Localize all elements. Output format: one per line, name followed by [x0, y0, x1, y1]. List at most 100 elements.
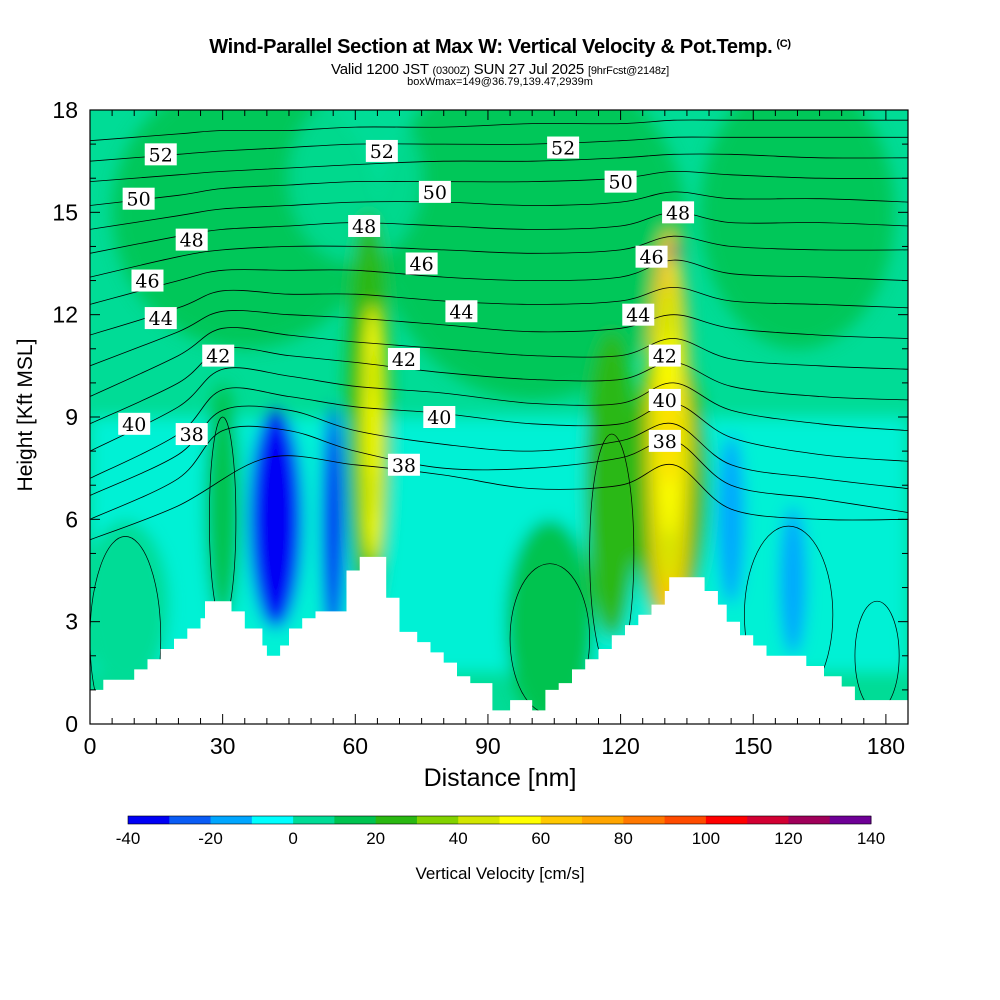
svg-text:46: 46	[135, 271, 159, 293]
contour-label: 52	[365, 139, 398, 163]
colorbar-tick-label: 20	[366, 829, 385, 848]
contour-label: 46	[405, 252, 438, 276]
svg-text:52: 52	[149, 144, 173, 166]
svg-text:42: 42	[392, 349, 416, 371]
theta-contour	[90, 455, 908, 541]
theta-contours	[90, 119, 908, 724]
chart-title-text: Wind-Parallel Section at Max W: Vertical…	[209, 36, 773, 58]
contour-label: 50	[418, 180, 451, 204]
colorbar-swatch	[169, 816, 212, 824]
contour-label: 44	[622, 303, 655, 327]
colorbar-tick-label: 60	[531, 829, 550, 848]
x-tick-label: 30	[210, 733, 236, 759]
velocity-cell	[717, 434, 745, 605]
velocity-cell	[585, 331, 639, 639]
axes: 0 30 60 90 120 150 180 0 3 6 9 12 15 18	[52, 97, 909, 759]
svg-text:38: 38	[180, 424, 204, 446]
valid-date: SUN 27 Jul 2025	[473, 61, 585, 78]
svg-text:48: 48	[352, 216, 376, 238]
y-tick-label: 18	[52, 97, 78, 123]
theta-contour	[90, 425, 908, 520]
theta-contour	[90, 153, 908, 182]
svg-text:50: 50	[423, 182, 447, 204]
contour-label: 42	[387, 348, 420, 371]
theta-contour	[90, 211, 908, 254]
y-tick-label: 6	[65, 506, 78, 532]
y-tick-label: 9	[65, 404, 78, 430]
svg-text:46: 46	[410, 254, 434, 276]
colorbar-tick-label: 40	[449, 829, 468, 848]
colorbar-tick-label: 0	[288, 829, 297, 848]
svg-text:48: 48	[180, 230, 204, 252]
y-tick-label: 12	[52, 302, 78, 328]
valid-utc: (0300Z)	[432, 65, 470, 77]
y-tick-label: 15	[52, 199, 78, 225]
colorbar-swatch	[375, 816, 418, 824]
velocity-cell	[779, 505, 807, 656]
theta-contour	[90, 259, 908, 305]
svg-text:40: 40	[653, 390, 677, 412]
contour-label: 38	[648, 429, 681, 453]
x-tick-label: 180	[867, 733, 905, 759]
svg-text:48: 48	[666, 202, 690, 224]
contour-label: 48	[662, 201, 695, 224]
svg-text:50: 50	[127, 189, 151, 211]
contour-label: 52	[144, 143, 177, 166]
copyright-mark: (C)	[776, 38, 791, 50]
x-tick-label: 150	[734, 733, 772, 759]
x-tick-label: 0	[84, 733, 97, 759]
x-tick-label: 90	[475, 733, 501, 759]
colorbar-tick-label: 140	[857, 829, 885, 848]
contour-label: 48	[175, 228, 208, 252]
velocity-cell	[90, 519, 170, 690]
colorbar: -40 -20 0 20 40 60 80 100 120 140	[116, 815, 885, 848]
theta-contour	[90, 310, 908, 367]
y-axis-label: Height [Kft MSL]	[14, 338, 37, 492]
colorbar-tick-label: -20	[198, 829, 223, 848]
contour-label: 38	[175, 423, 208, 446]
colorbar-swatch	[747, 816, 789, 824]
terrain-profile	[90, 556, 908, 724]
svg-text:44: 44	[449, 301, 473, 323]
contour-label: 40	[648, 388, 681, 412]
theta-contour	[90, 286, 908, 336]
colorbar-tick-label: 100	[692, 829, 720, 848]
x-tick-label: 60	[343, 733, 369, 759]
colorbar-swatch	[540, 816, 583, 824]
x-axis-label: Distance [nm]	[423, 764, 577, 792]
colorbar-swatch	[829, 816, 872, 824]
colorbar-swatch	[458, 816, 500, 824]
contour-label: 44	[445, 300, 478, 323]
contour-label: 38	[387, 453, 420, 477]
svg-text:44: 44	[149, 308, 173, 330]
colorbar-swatch	[128, 816, 170, 824]
colorbar-tick-label: 80	[614, 829, 633, 848]
theta-contour	[90, 191, 908, 230]
x-tick-label: 120	[601, 733, 639, 759]
contour-label: 42	[202, 344, 235, 368]
contour-label: 42	[648, 344, 681, 368]
colorbar-swatch	[251, 816, 294, 824]
contour-label: 48	[348, 214, 381, 238]
velocity-contour	[90, 536, 162, 724]
theta-contour	[90, 170, 908, 206]
svg-text:42: 42	[206, 346, 230, 368]
svg-text:40: 40	[427, 407, 451, 429]
colorbar-swatch	[582, 816, 624, 824]
colorbar-swatch	[334, 816, 377, 824]
svg-text:46: 46	[639, 247, 663, 269]
svg-text:38: 38	[392, 455, 416, 477]
terrain	[90, 556, 908, 724]
velocity-cell	[322, 406, 345, 646]
svg-text:52: 52	[370, 141, 394, 163]
contour-label: 52	[547, 136, 580, 160]
theta-contour	[90, 367, 908, 452]
colorbar-swatch	[664, 816, 707, 824]
colorbar-swatch	[293, 816, 335, 824]
contour-label: 40	[118, 412, 151, 436]
theta-contour	[90, 235, 908, 278]
theta-contour	[90, 405, 908, 496]
valid-prefix: Valid 1200 JST	[331, 61, 429, 78]
svg-text:44: 44	[626, 305, 650, 327]
